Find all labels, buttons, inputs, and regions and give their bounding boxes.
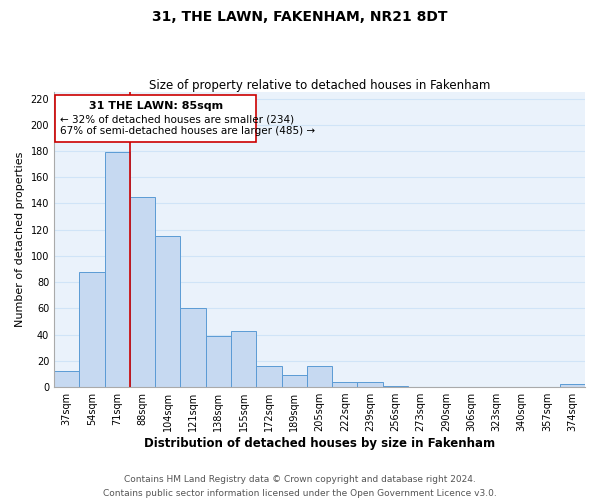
Bar <box>560 384 585 387</box>
Bar <box>155 236 181 387</box>
Bar <box>181 308 206 387</box>
Bar <box>332 382 358 387</box>
Bar <box>79 272 104 387</box>
FancyBboxPatch shape <box>55 94 256 142</box>
Bar <box>104 152 130 387</box>
X-axis label: Distribution of detached houses by size in Fakenham: Distribution of detached houses by size … <box>144 437 495 450</box>
Text: ← 32% of detached houses are smaller (234): ← 32% of detached houses are smaller (23… <box>61 114 295 124</box>
Text: Contains HM Land Registry data © Crown copyright and database right 2024.
Contai: Contains HM Land Registry data © Crown c… <box>103 476 497 498</box>
Text: 31 THE LAWN: 85sqm: 31 THE LAWN: 85sqm <box>89 102 223 112</box>
Bar <box>307 366 332 387</box>
Bar <box>358 382 383 387</box>
Bar <box>256 366 281 387</box>
Y-axis label: Number of detached properties: Number of detached properties <box>15 152 25 327</box>
Bar <box>54 372 79 387</box>
Bar <box>130 197 155 387</box>
Text: 31, THE LAWN, FAKENHAM, NR21 8DT: 31, THE LAWN, FAKENHAM, NR21 8DT <box>152 10 448 24</box>
Bar <box>231 330 256 387</box>
Title: Size of property relative to detached houses in Fakenham: Size of property relative to detached ho… <box>149 79 490 92</box>
Text: 67% of semi-detached houses are larger (485) →: 67% of semi-detached houses are larger (… <box>61 126 316 136</box>
Bar <box>206 336 231 387</box>
Bar <box>281 376 307 387</box>
Bar <box>383 386 408 387</box>
